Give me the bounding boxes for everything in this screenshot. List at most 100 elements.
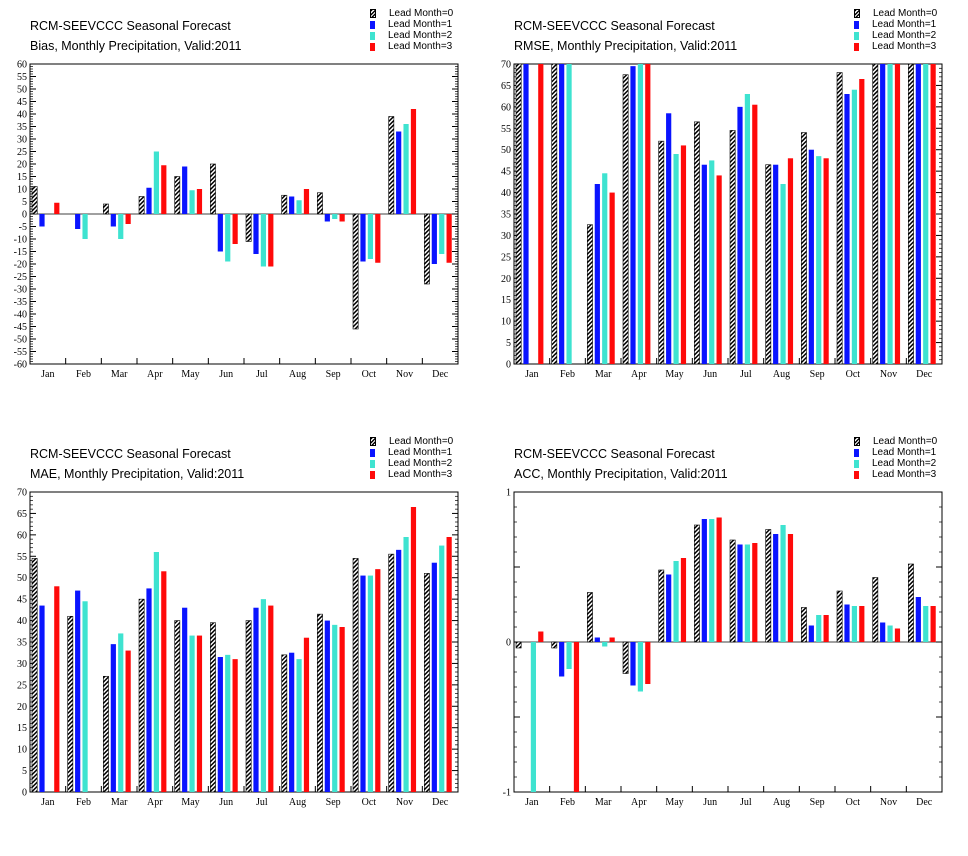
bar-lead0-oct	[352, 213, 359, 330]
y-tick-label: -45	[14, 322, 27, 333]
bar-lead0-jul	[729, 539, 736, 643]
bar-lead2-oct	[367, 575, 373, 792]
y-tick-label: 10	[17, 185, 27, 196]
legend-item-lead1: Lead Month=1	[854, 19, 937, 30]
bar-lead3-jan	[54, 586, 60, 792]
y-tick-label: 40	[501, 188, 511, 199]
bar-lead2-apr	[153, 151, 159, 214]
x-tick-label: Feb	[76, 369, 91, 380]
x-tick-label: Nov	[396, 369, 413, 380]
legend-item-lead0: Lead Month=0	[370, 436, 453, 447]
x-tick-label: Oct	[362, 369, 377, 380]
bar-lead3-jul	[752, 543, 758, 642]
y-tick-label: 30	[501, 231, 511, 242]
bar-lead3-apr	[161, 165, 167, 214]
bar-lead3-may	[680, 145, 687, 364]
legend-item-lead1: Lead Month=1	[370, 19, 453, 30]
bias-chart-panel: RCM-SEEVCCC Seasonal Forecast Bias, Mont…	[0, 0, 484, 428]
bar-lead1-jun	[217, 214, 223, 252]
bar-lead0-apr	[138, 598, 145, 793]
y-tick-label: 20	[501, 274, 511, 285]
x-tick-label: Oct	[846, 369, 861, 380]
bar-lead1-dec	[915, 597, 921, 642]
x-tick-label: Oct	[362, 797, 377, 808]
bar-lead1-nov	[396, 131, 402, 214]
bar-lead3-nov	[410, 507, 417, 792]
bar-lead1-sep	[324, 620, 330, 792]
bar-lead1-aug	[773, 534, 779, 642]
bar-lead3-aug	[303, 637, 310, 792]
legend-item-lead3: Lead Month=3	[370, 469, 453, 480]
bar-lead1-oct	[360, 575, 366, 792]
chart-subtitle: MAE, Monthly Precipitation, Valid:2011	[30, 467, 245, 481]
legend-label: Lead Month=2	[872, 30, 937, 41]
bar-lead3-apr	[645, 64, 651, 364]
bar-lead0-oct	[352, 558, 359, 793]
legend-label: Lead Month=1	[872, 447, 937, 458]
bar-lead2-may	[189, 190, 195, 214]
bar-lead2-feb	[82, 601, 88, 792]
bar-lead2-nov	[887, 64, 893, 364]
bar-lead2-mar	[602, 642, 608, 647]
bar-lead1-may	[182, 607, 188, 792]
bar-lead0-dec	[908, 63, 914, 365]
bar-lead3-nov	[894, 64, 901, 364]
x-tick-label: May	[665, 797, 683, 808]
y-tick-label: 5	[22, 197, 27, 208]
legend-item-lead0: Lead Month=0	[370, 8, 453, 19]
bar-lead2-dec	[439, 214, 445, 254]
bar-lead3-apr	[645, 642, 651, 684]
mae-chart-panel: RCM-SEEVCCC Seasonal Forecast MAE, Month…	[0, 428, 484, 856]
bar-lead1-feb	[559, 642, 565, 677]
x-tick-label: Jun	[703, 797, 717, 808]
legend-swatch	[854, 437, 860, 446]
legend-swatch	[370, 42, 375, 51]
legend-swatch	[370, 31, 375, 40]
y-tick-label: 10	[501, 317, 511, 328]
legend-item-lead0: Lead Month=0	[854, 436, 937, 447]
x-tick-label: May	[181, 797, 199, 808]
y-tick-label: 45	[17, 97, 27, 108]
bar-lead0-aug	[281, 654, 288, 793]
bar-lead0-nov	[872, 577, 879, 643]
bar-lead1-dec	[915, 64, 921, 364]
bar-lead2-may	[673, 154, 679, 364]
y-tick-label: 40	[17, 110, 27, 121]
bar-lead0-jan	[515, 63, 522, 365]
bar-lead0-may	[174, 176, 181, 215]
y-tick-label: -50	[14, 335, 27, 346]
bar-lead3-oct	[859, 79, 865, 364]
x-tick-label: Nov	[880, 369, 897, 380]
y-tick-label: 45	[17, 595, 27, 606]
legend-label: Lead Month=2	[388, 458, 453, 469]
y-tick-label: 0	[506, 360, 511, 371]
bar-lead2-oct	[851, 89, 857, 364]
legend-label: Lead Month=3	[872, 41, 937, 52]
bar-lead1-jan	[523, 64, 529, 364]
y-tick-label: 35	[17, 122, 27, 133]
chart-legend: Lead Month=0 Lead Month=1 Lead Month=2 L…	[370, 436, 453, 480]
y-tick-label: 20	[17, 160, 27, 171]
bar-lead3-aug	[787, 534, 794, 642]
chart-title: RCM-SEEVCCC Seasonal Forecast	[30, 19, 231, 33]
legend-label: Lead Month=2	[388, 30, 453, 41]
chart-title: RCM-SEEVCCC Seasonal Forecast	[514, 447, 715, 461]
y-tick-label: -35	[14, 297, 27, 308]
bar-lead2-sep	[816, 615, 822, 642]
y-tick-label: 35	[501, 210, 511, 221]
x-tick-label: Jul	[740, 369, 752, 380]
chart-titles: RCM-SEEVCCC Seasonal Forecast MAE, Month…	[30, 444, 244, 484]
chart-plot-area: -60-55-50-45-40-35-30-25-20-15-10-505101…	[14, 60, 459, 380]
y-tick-label: 0	[506, 638, 511, 649]
bar-lead3-sep	[339, 214, 345, 222]
bar-lead1-feb	[75, 214, 81, 229]
bar-lead1-oct	[844, 94, 850, 364]
y-tick-label: 30	[17, 659, 27, 670]
x-tick-label: Jan	[525, 369, 538, 380]
chart-legend: Lead Month=0 Lead Month=1 Lead Month=2 L…	[854, 8, 937, 52]
x-tick-label: Feb	[560, 797, 575, 808]
y-tick-label: 50	[501, 145, 511, 156]
x-tick-label: Apr	[147, 797, 163, 808]
y-tick-label: 60	[17, 530, 27, 541]
bar-lead0-nov	[388, 116, 395, 215]
